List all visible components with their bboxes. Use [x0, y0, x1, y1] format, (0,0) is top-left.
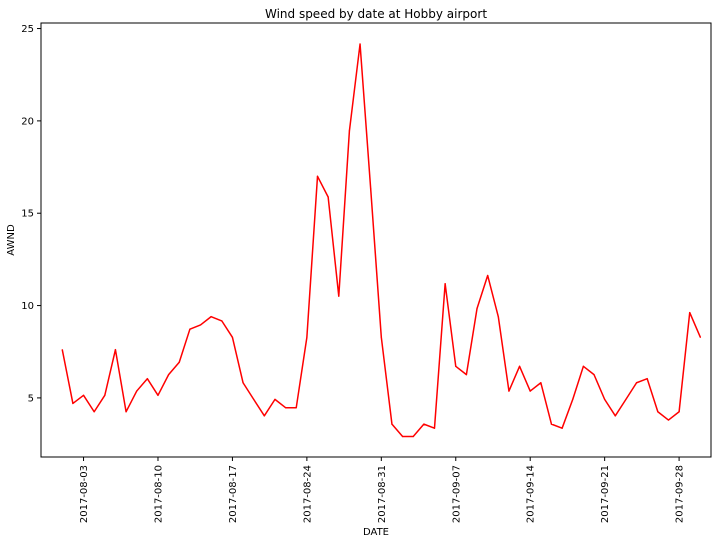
x-tick-label: 2017-08-31: [377, 465, 388, 523]
data-point: [263, 415, 265, 417]
x-axis: 2017-08-03 2017-08-10 2017-08-17 2017-08-24…: [79, 457, 686, 523]
data-point: [455, 365, 457, 367]
data-point: [231, 336, 234, 338]
x-tick-label: 2017-08-24: [302, 465, 313, 523]
data-point: [306, 336, 308, 338]
data-point: [348, 130, 351, 132]
x-tick-label: 2017-09-28: [675, 465, 686, 523]
y-tick-label: 10: [21, 301, 34, 312]
data-point: [699, 336, 701, 338]
data-point: [529, 390, 531, 392]
data-point: [689, 311, 691, 314]
x-tick-label: 2017-08-17: [228, 465, 239, 523]
data-point: [401, 435, 404, 438]
data-point: [561, 427, 563, 429]
data-point: [327, 196, 329, 198]
x-tick-label: 2017-08-10: [153, 465, 164, 523]
data-point: [380, 336, 382, 338]
data-point: [487, 274, 489, 277]
y-tick-label: 20: [21, 116, 34, 127]
data-point: [635, 382, 638, 384]
x-tick-label: 2017-09-07: [451, 465, 462, 523]
data-point: [295, 407, 297, 409]
data-point: [316, 175, 319, 177]
data-point: [338, 295, 340, 297]
data-point: [550, 423, 553, 425]
x-tick-label: 2017-09-21: [600, 465, 611, 523]
data-point: [444, 283, 446, 285]
data-point: [285, 407, 287, 409]
data-point: [614, 415, 616, 417]
data-point: [242, 382, 244, 384]
data-point: [465, 374, 467, 376]
data-point: [253, 398, 255, 400]
plot-frame: [40, 22, 712, 458]
chart-title: Wind speed by date at Hobby airport: [265, 7, 487, 21]
data-point: [604, 398, 606, 400]
y-tick-label: 25: [21, 24, 34, 35]
data-point: [423, 423, 425, 425]
y-axis-label: AWND: [6, 224, 17, 256]
data-point: [657, 411, 659, 413]
data-point: [61, 349, 63, 351]
data-point: [391, 423, 393, 425]
data-point: [497, 316, 499, 318]
data-point: [359, 43, 361, 45]
data-point: [646, 378, 648, 380]
data-point: [136, 390, 138, 392]
data-point: [593, 374, 595, 376]
data-point: [667, 419, 670, 421]
y-tick-label: 5: [28, 393, 34, 404]
x-axis-label: DATE: [363, 527, 389, 538]
data-point: [412, 435, 414, 438]
data-point: [476, 307, 478, 310]
data-point: [274, 398, 276, 400]
data-point: [104, 394, 106, 396]
data-point: [210, 316, 212, 318]
data-point: [82, 394, 85, 396]
data-point: [189, 328, 191, 330]
data-point: [518, 365, 521, 367]
data-point: [582, 365, 584, 367]
data-point: [221, 320, 223, 322]
data-point: [178, 361, 180, 363]
series-layer: [61, 43, 702, 438]
data-point: [572, 398, 574, 400]
data-point: [508, 390, 510, 392]
data-point: [125, 411, 127, 413]
data-point: [370, 188, 372, 190]
data-point: [540, 382, 542, 384]
data-point: [93, 411, 95, 413]
data-point: [157, 394, 159, 396]
x-tick-label: 2017-09-14: [526, 465, 537, 523]
data-point: [678, 411, 680, 413]
data-point: [625, 398, 627, 400]
data-point: [114, 349, 117, 351]
data-point: [146, 378, 148, 380]
data-point: [199, 324, 202, 326]
y-axis: 5 10 15 20 25: [21, 24, 41, 404]
x-tick-label: 2017-08-03: [79, 465, 90, 523]
y-tick-label: 15: [21, 209, 34, 220]
data-point: [433, 427, 436, 429]
data-point: [168, 374, 170, 376]
data-point: [72, 402, 74, 405]
